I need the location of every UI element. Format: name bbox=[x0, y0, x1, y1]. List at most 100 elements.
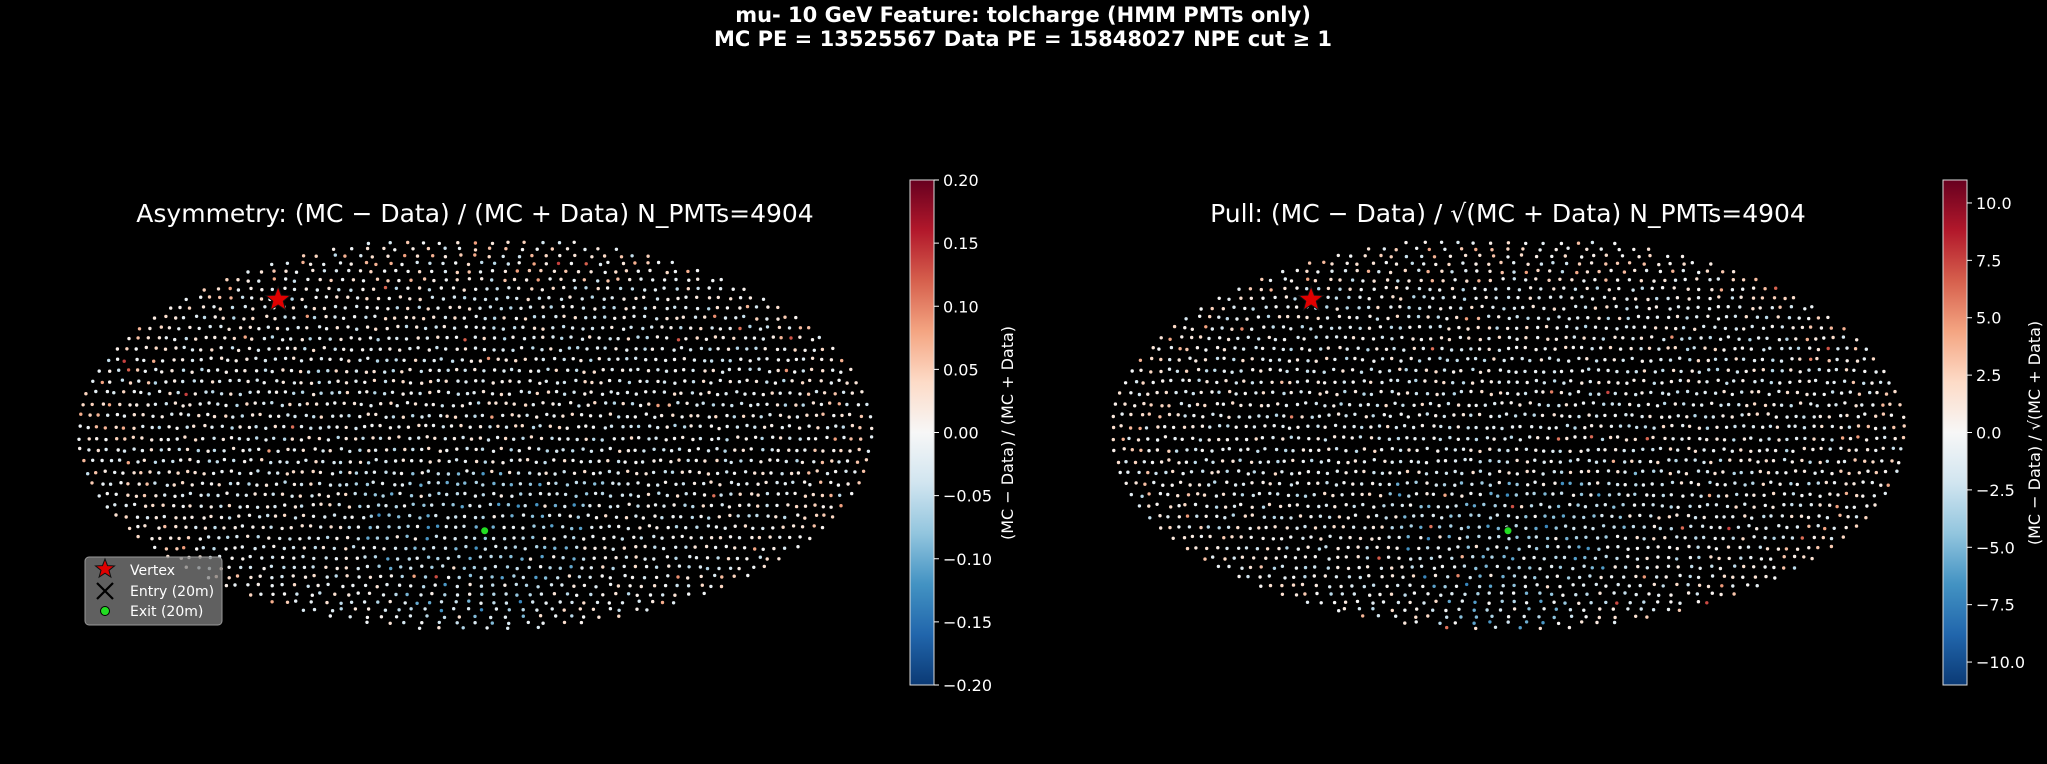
pmt-point bbox=[135, 357, 139, 362]
pmt-point bbox=[419, 483, 423, 487]
pmt-point bbox=[387, 296, 391, 301]
pmt-point bbox=[463, 491, 467, 496]
pmt-point bbox=[294, 270, 299, 274]
pmt-point bbox=[763, 347, 767, 351]
pmt-point bbox=[765, 380, 769, 384]
pmt-point bbox=[1222, 348, 1227, 352]
pmt-point bbox=[209, 356, 213, 360]
pmt-point bbox=[337, 502, 341, 507]
pmt-point bbox=[1722, 574, 1727, 578]
pmt-point bbox=[1703, 346, 1707, 350]
pmt-point bbox=[1557, 315, 1561, 319]
pmt-point bbox=[1601, 566, 1605, 570]
pmt-point bbox=[1395, 378, 1400, 383]
pmt-point bbox=[150, 425, 154, 430]
pmt-point bbox=[263, 358, 268, 363]
pmt-point bbox=[412, 574, 416, 578]
pmt-point bbox=[96, 448, 101, 453]
pmt-point bbox=[1640, 391, 1644, 395]
pmt-point bbox=[494, 401, 498, 405]
pmt-point bbox=[1784, 471, 1788, 475]
pmt-point bbox=[1871, 460, 1875, 464]
pmt-point bbox=[490, 415, 494, 419]
pmt-point bbox=[1507, 537, 1511, 541]
pmt-point bbox=[208, 324, 212, 329]
pmt-point bbox=[415, 260, 419, 265]
pmt-point bbox=[1432, 436, 1436, 440]
pmt-point bbox=[1231, 401, 1235, 405]
pmt-point bbox=[540, 514, 545, 518]
pmt-point bbox=[275, 326, 280, 331]
pmt-point bbox=[427, 446, 431, 451]
pmt-point bbox=[1552, 470, 1557, 474]
pmt-point bbox=[776, 358, 781, 362]
pmt-point bbox=[1158, 514, 1162, 518]
pmt-point bbox=[1653, 326, 1658, 330]
pmt-point bbox=[314, 254, 318, 258]
pmt-point bbox=[1874, 370, 1878, 374]
pmt-point bbox=[1755, 412, 1760, 416]
pmt-point bbox=[1573, 435, 1577, 439]
pmt-point bbox=[1376, 614, 1381, 618]
pmt-point bbox=[1279, 537, 1284, 541]
pmt-point bbox=[1306, 424, 1310, 428]
pmt-point bbox=[1475, 269, 1479, 273]
pmt-point bbox=[670, 260, 674, 265]
pmt-point bbox=[114, 425, 118, 429]
pmt-point bbox=[105, 389, 110, 394]
pmt-point bbox=[1626, 547, 1630, 551]
pmt-point bbox=[1380, 335, 1385, 339]
pmt-point bbox=[1439, 593, 1443, 597]
pmt-point bbox=[1714, 503, 1719, 507]
pmt-point bbox=[1342, 481, 1346, 485]
pmt-point bbox=[1246, 574, 1250, 579]
pmt-point bbox=[132, 413, 136, 417]
pmt-point bbox=[368, 575, 373, 579]
pmt-point bbox=[1330, 269, 1334, 273]
pmt-point bbox=[367, 449, 371, 453]
pmt-point bbox=[136, 336, 140, 340]
pmt-point bbox=[411, 414, 415, 418]
pmt-point bbox=[511, 335, 515, 339]
pmt-point bbox=[1769, 380, 1774, 385]
pmt-point bbox=[1736, 525, 1741, 529]
pmt-point bbox=[1655, 296, 1659, 301]
pmt-point bbox=[606, 260, 610, 265]
pmt-point bbox=[304, 287, 308, 291]
pmt-point bbox=[1629, 346, 1633, 351]
pmt-point bbox=[509, 448, 513, 452]
pmt-point bbox=[1347, 295, 1351, 300]
pmt-point bbox=[1400, 335, 1404, 340]
pmt-point bbox=[555, 381, 560, 385]
pmt-point bbox=[84, 392, 88, 396]
pmt-point bbox=[1674, 326, 1678, 331]
pmt-point bbox=[1863, 369, 1867, 374]
pmt-point bbox=[277, 347, 281, 351]
pmt-point bbox=[1657, 262, 1661, 267]
pmt-point bbox=[164, 336, 168, 340]
pmt-point bbox=[1371, 601, 1375, 605]
pmt-point bbox=[1825, 381, 1830, 385]
pmt-point bbox=[1707, 493, 1712, 498]
pmt-point bbox=[518, 600, 523, 604]
pmt-point bbox=[736, 482, 741, 487]
pmt-point bbox=[750, 492, 754, 496]
pmt-point bbox=[601, 326, 605, 330]
pmt-point bbox=[1227, 297, 1231, 301]
pmt-point bbox=[562, 285, 566, 290]
pmt-point bbox=[793, 370, 797, 374]
pmt-point bbox=[1847, 448, 1851, 452]
pmt-point bbox=[1286, 305, 1290, 309]
pmt-point bbox=[1177, 515, 1182, 519]
pmt-point bbox=[490, 269, 495, 273]
pmt-point bbox=[1474, 566, 1478, 571]
pmt-point bbox=[1558, 277, 1562, 281]
pmt-point bbox=[731, 287, 735, 291]
pmt-point bbox=[1854, 448, 1858, 452]
pmt-point bbox=[608, 607, 613, 611]
pmt-point bbox=[1232, 357, 1236, 362]
pmt-point bbox=[176, 390, 180, 395]
pmt-point bbox=[472, 565, 476, 570]
pmt-point bbox=[1718, 566, 1723, 571]
pmt-point bbox=[1533, 576, 1537, 580]
